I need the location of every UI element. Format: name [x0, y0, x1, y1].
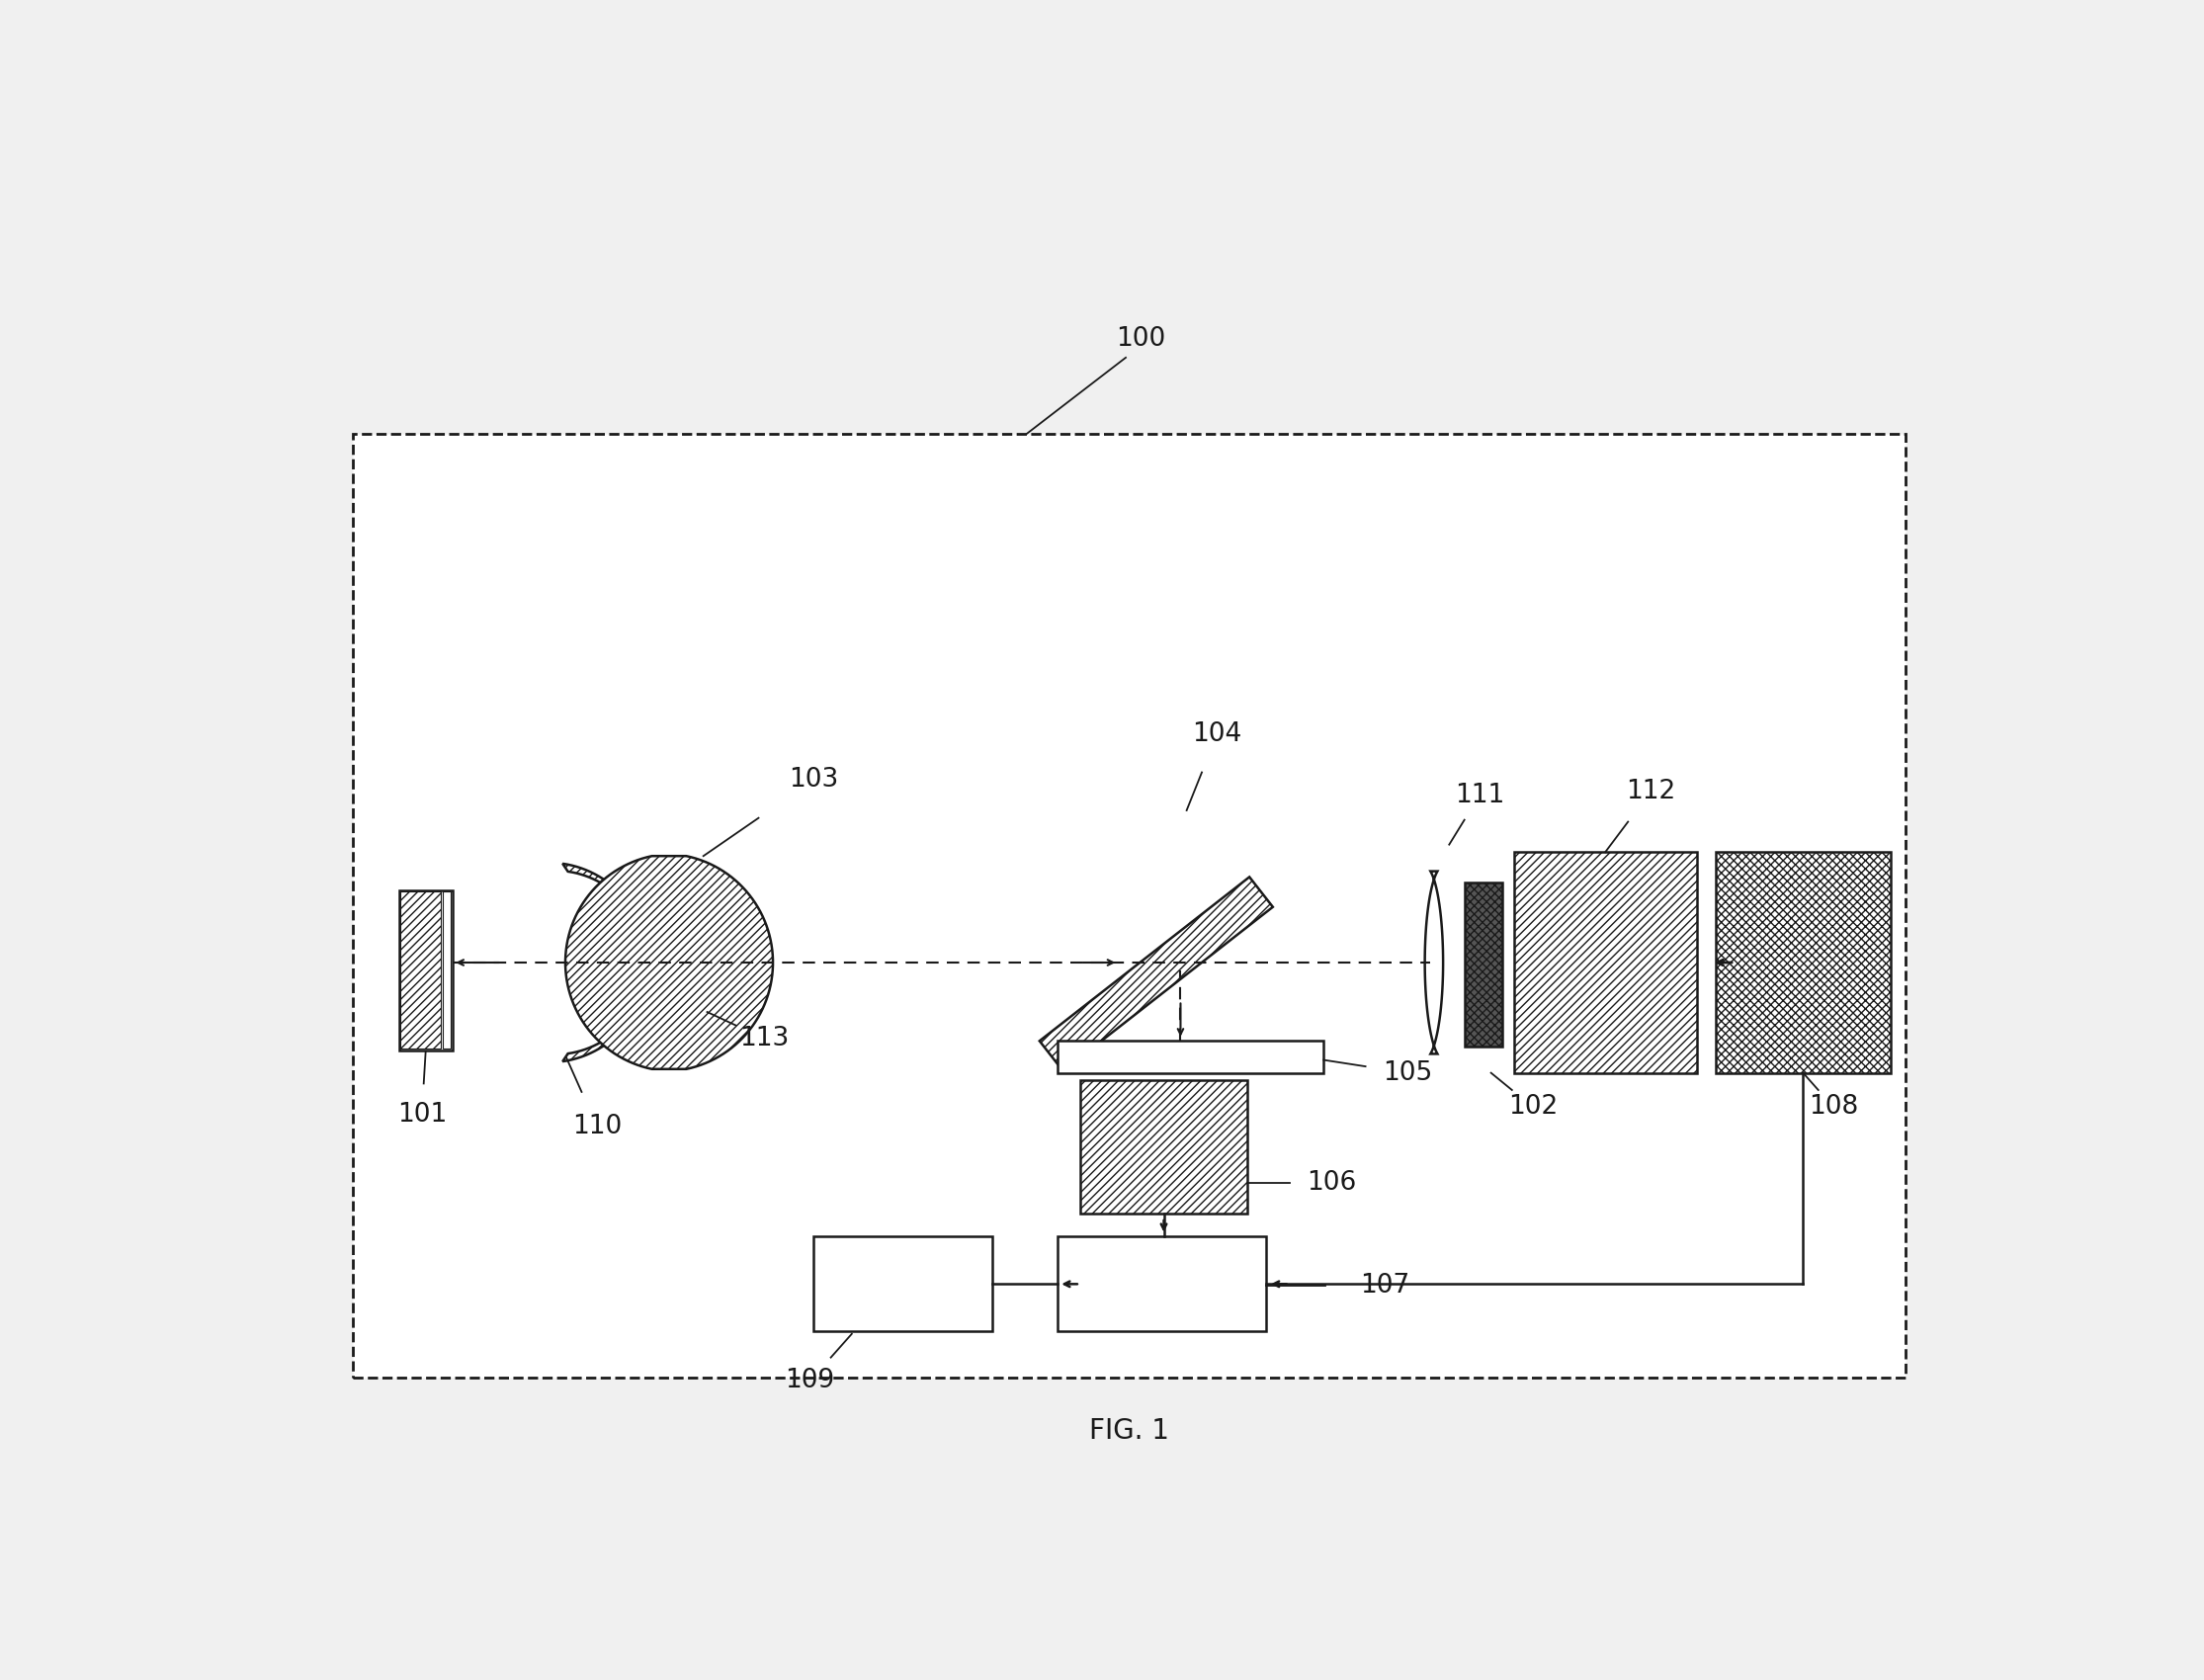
Bar [1040, 877, 1274, 1070]
Text: 111: 111 [1455, 783, 1505, 808]
Text: 104: 104 [1192, 721, 1241, 748]
Bar [1715, 852, 1891, 1074]
Text: 108: 108 [1809, 1094, 1858, 1121]
Text: 107: 107 [1360, 1273, 1408, 1299]
Bar [353, 433, 1906, 1378]
Bar [813, 1236, 992, 1332]
Bar [399, 890, 452, 1050]
Text: 106: 106 [1307, 1171, 1355, 1196]
Bar [1058, 1042, 1325, 1074]
Bar [1463, 882, 1503, 1047]
Text: 110: 110 [573, 1114, 622, 1139]
Text: 105: 105 [1382, 1060, 1433, 1085]
Text: 109: 109 [785, 1368, 835, 1394]
Text: 112: 112 [1627, 778, 1675, 805]
Text: 103: 103 [789, 768, 838, 793]
Text: 101: 101 [397, 1102, 447, 1127]
Bar [1058, 1236, 1267, 1332]
Polygon shape [566, 857, 774, 1068]
Bar [401, 892, 441, 1048]
Polygon shape [1424, 872, 1444, 1053]
Text: 100: 100 [1115, 326, 1166, 351]
Text: 113: 113 [738, 1026, 789, 1052]
Text: FIG. 1: FIG. 1 [1089, 1416, 1170, 1445]
Bar [443, 892, 450, 1048]
Bar [1514, 852, 1697, 1074]
Text: 102: 102 [1508, 1094, 1558, 1121]
Bar [1080, 1080, 1247, 1213]
Polygon shape [562, 864, 648, 1062]
